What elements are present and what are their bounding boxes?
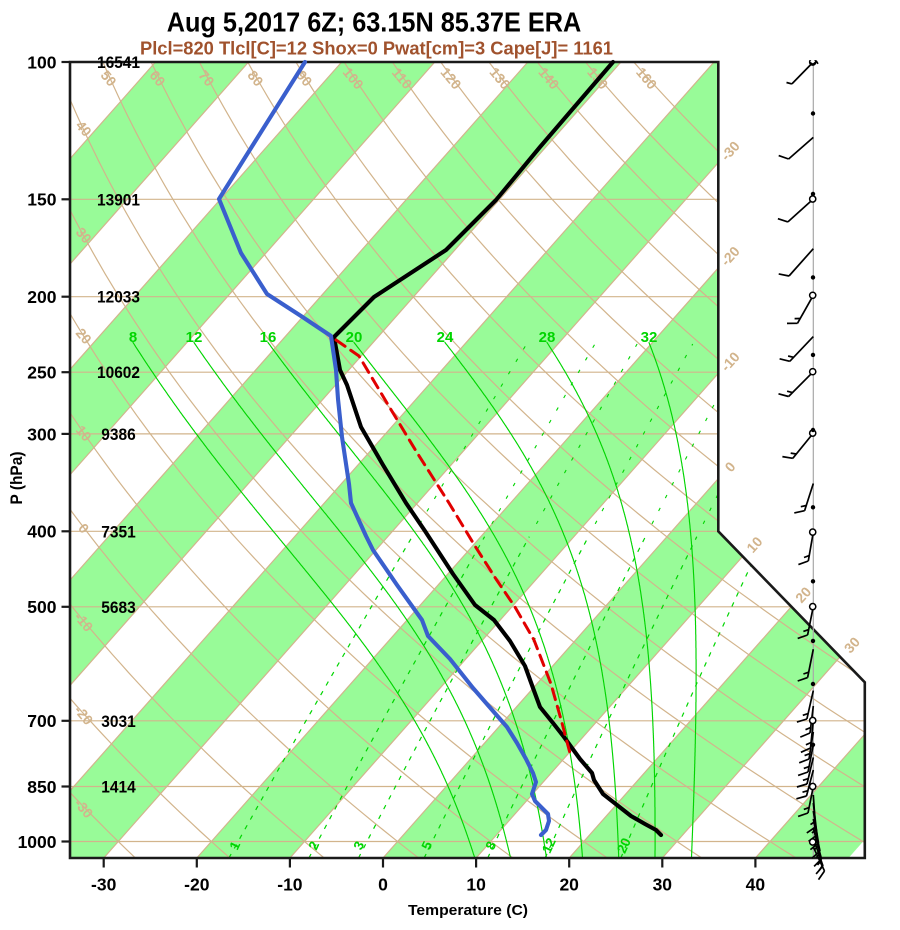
svg-text:13901: 13901 — [97, 191, 140, 209]
svg-text:250: 250 — [27, 363, 56, 383]
svg-text:5683: 5683 — [101, 599, 136, 617]
svg-text:-20: -20 — [184, 875, 210, 895]
svg-text:3031: 3031 — [101, 713, 136, 731]
svg-text:Plcl=820 Tlcl[C]=12 Shox=0 Pwa: Plcl=820 Tlcl[C]=12 Shox=0 Pwat[cm]=3 Ca… — [140, 39, 613, 59]
svg-text:32: 32 — [641, 329, 658, 346]
svg-text:500: 500 — [27, 597, 56, 617]
svg-text:300: 300 — [27, 424, 56, 444]
svg-text:28: 28 — [539, 329, 556, 346]
svg-text:150: 150 — [27, 190, 56, 210]
svg-text:P (hPa): P (hPa) — [8, 452, 26, 505]
svg-text:7351: 7351 — [101, 523, 136, 541]
svg-text:12: 12 — [186, 329, 203, 346]
svg-text:Aug 5,2017 6Z; 63.15N 85.37E E: Aug 5,2017 6Z; 63.15N 85.37E ERA — [167, 7, 582, 38]
svg-text:1414: 1414 — [101, 779, 136, 797]
svg-text:20: 20 — [346, 329, 363, 346]
svg-text:0: 0 — [378, 875, 388, 895]
svg-text:40: 40 — [746, 875, 766, 895]
svg-text:8: 8 — [129, 329, 137, 346]
svg-text:20: 20 — [614, 836, 634, 856]
svg-text:16: 16 — [260, 329, 277, 346]
svg-text:9386: 9386 — [101, 426, 136, 444]
svg-text:12: 12 — [539, 836, 559, 856]
svg-text:12033: 12033 — [97, 289, 140, 307]
svg-text:100: 100 — [27, 52, 56, 72]
svg-text:200: 200 — [27, 287, 56, 307]
svg-text:400: 400 — [27, 522, 56, 542]
svg-text:20: 20 — [559, 875, 579, 895]
svg-text:30: 30 — [653, 875, 673, 895]
svg-text:10602: 10602 — [97, 364, 140, 382]
svg-text:-30: -30 — [91, 875, 117, 895]
svg-text:850: 850 — [27, 777, 56, 797]
svg-text:16541: 16541 — [97, 54, 140, 72]
svg-text:1000: 1000 — [18, 832, 57, 852]
svg-text:10: 10 — [466, 875, 486, 895]
svg-text:Temperature (C): Temperature (C) — [408, 902, 528, 919]
svg-text:700: 700 — [27, 711, 56, 731]
svg-text:24: 24 — [437, 329, 454, 346]
svg-text:-10: -10 — [277, 875, 303, 895]
